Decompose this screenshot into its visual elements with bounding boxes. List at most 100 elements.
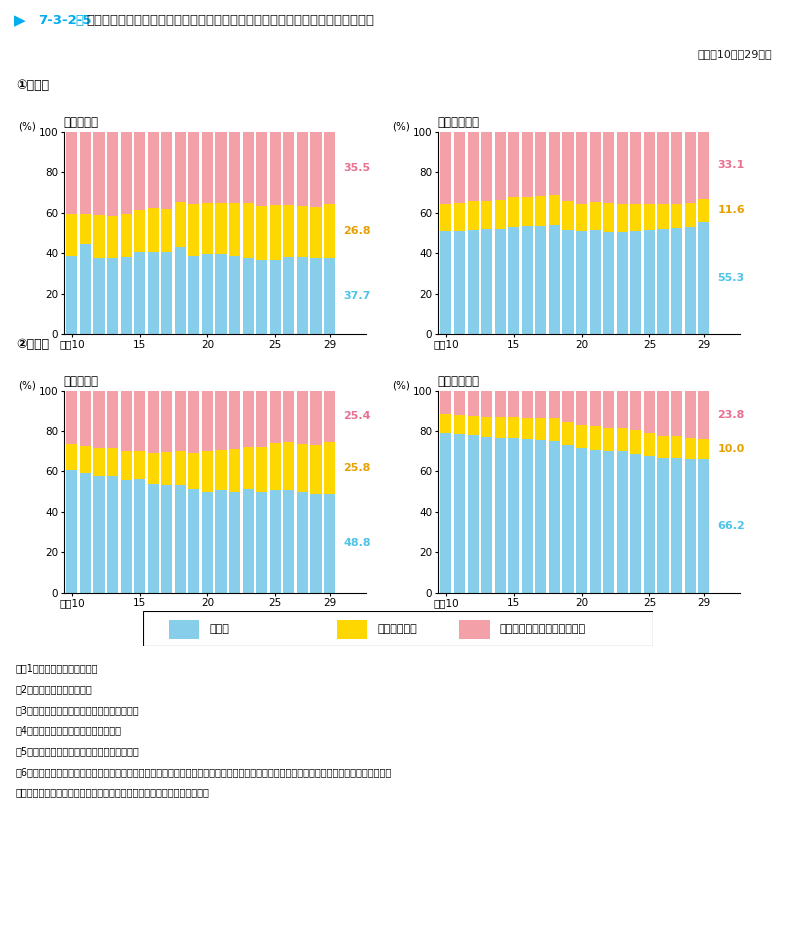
- Bar: [440, 391, 451, 414]
- Bar: [440, 231, 451, 334]
- Bar: [297, 257, 308, 334]
- Bar: [481, 200, 492, 229]
- Bar: [508, 417, 519, 439]
- Bar: [508, 391, 519, 417]
- Bar: [494, 229, 505, 334]
- Bar: [120, 132, 131, 214]
- Bar: [283, 391, 295, 442]
- Text: 33.1: 33.1: [717, 160, 744, 170]
- Bar: [216, 450, 227, 489]
- Bar: [80, 473, 91, 593]
- Bar: [494, 417, 505, 439]
- Bar: [657, 436, 669, 458]
- Text: ②　女性: ② 女性: [16, 338, 49, 351]
- Bar: [216, 132, 227, 202]
- Bar: [494, 391, 505, 417]
- Bar: [107, 448, 118, 476]
- Bar: [481, 132, 492, 200]
- Text: 48.8: 48.8: [343, 538, 371, 549]
- Bar: [549, 132, 560, 196]
- Bar: [256, 491, 267, 593]
- Bar: [66, 132, 77, 214]
- Bar: [283, 489, 295, 593]
- Bar: [521, 226, 533, 334]
- Bar: [202, 451, 213, 491]
- Bar: [189, 132, 200, 203]
- Text: 「有罰金前科者」は，有前科者のうち，罰金の前科のみがある者をいう。: 「有罰金前科者」は，有前科者のうち，罰金の前科のみがある者をいう。: [16, 788, 210, 798]
- Bar: [576, 391, 587, 425]
- Bar: [603, 391, 615, 428]
- Text: 図: 図: [76, 14, 84, 27]
- Bar: [147, 208, 158, 252]
- Text: 注　1　検察統計年報による。: 注 1 検察統計年報による。: [16, 663, 99, 674]
- Bar: [134, 132, 145, 210]
- Bar: [467, 230, 478, 334]
- Bar: [698, 391, 709, 439]
- Text: 10.0: 10.0: [717, 444, 744, 454]
- Bar: [617, 428, 628, 451]
- Bar: [229, 132, 240, 202]
- Bar: [162, 252, 172, 334]
- Bar: [440, 203, 451, 231]
- Bar: [467, 132, 478, 200]
- Bar: [685, 391, 696, 439]
- Bar: [521, 391, 533, 418]
- Bar: [202, 202, 213, 254]
- Bar: [256, 132, 267, 205]
- Bar: [107, 215, 118, 258]
- Text: 有罰金前科者を除く有前科者: 有罰金前科者を除く有前科者: [500, 624, 586, 633]
- Text: 26.8: 26.8: [343, 226, 371, 235]
- Bar: [576, 231, 587, 334]
- Bar: [202, 491, 213, 593]
- Text: 25.8: 25.8: [343, 463, 370, 473]
- Bar: [270, 443, 281, 489]
- Bar: [536, 440, 546, 593]
- Bar: [66, 214, 77, 256]
- Bar: [243, 258, 254, 334]
- Text: 35.5: 35.5: [343, 163, 370, 172]
- Bar: [630, 391, 642, 430]
- Bar: [93, 476, 104, 593]
- Text: ア　高齢者: ア 高齢者: [64, 375, 99, 388]
- Bar: [147, 454, 158, 484]
- Text: 5　前科の有無又は年齢が不詳の者を除く。: 5 前科の有無又は年齢が不詳の者を除く。: [16, 746, 139, 757]
- Bar: [93, 132, 104, 215]
- Bar: [216, 391, 227, 450]
- Bar: [590, 391, 601, 426]
- Bar: [685, 132, 696, 202]
- Bar: [243, 132, 254, 202]
- Bar: [644, 456, 655, 593]
- Bar: [549, 418, 560, 441]
- Bar: [671, 203, 682, 228]
- Bar: [467, 200, 478, 230]
- Bar: [80, 446, 91, 473]
- Bar: [617, 203, 628, 231]
- Text: 6　「初犯者」は，罰金以上の有罪の確定裁判を受けたことがない者，「有前科者」は，罰金以上の有罪の確定裁判を受けたことがある者，: 6 「初犯者」は，罰金以上の有罪の確定裁判を受けたことがない者，「有前科者」は，…: [16, 767, 392, 777]
- Bar: [93, 258, 104, 334]
- Bar: [617, 391, 628, 428]
- Text: イ　非高齢者: イ 非高齢者: [438, 375, 480, 388]
- Bar: [508, 439, 519, 593]
- Bar: [134, 479, 145, 593]
- Bar: [229, 449, 240, 491]
- Bar: [603, 428, 615, 451]
- Bar: [147, 391, 158, 454]
- Bar: [454, 202, 465, 231]
- FancyBboxPatch shape: [459, 620, 490, 639]
- Bar: [563, 422, 574, 445]
- Text: 55.3: 55.3: [717, 273, 744, 283]
- Bar: [657, 229, 669, 334]
- Bar: [270, 489, 281, 593]
- Bar: [521, 418, 533, 439]
- Bar: [630, 455, 642, 593]
- Bar: [630, 430, 642, 455]
- Bar: [107, 476, 118, 593]
- Text: 11.6: 11.6: [717, 205, 745, 215]
- Bar: [202, 391, 213, 451]
- Bar: [685, 439, 696, 459]
- Bar: [467, 391, 478, 416]
- Bar: [270, 261, 281, 334]
- Text: ▶: ▶: [14, 13, 26, 28]
- Bar: [189, 256, 200, 334]
- Bar: [107, 132, 118, 215]
